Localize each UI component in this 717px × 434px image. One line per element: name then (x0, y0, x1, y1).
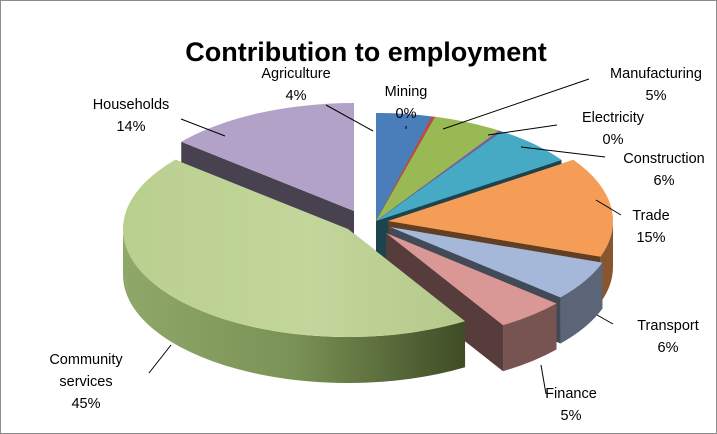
category-label: Electricity (582, 110, 645, 126)
slice-agriculture (376, 113, 432, 221)
leader-line-finance (540, 364, 547, 395)
category-label: Manufacturing (610, 66, 702, 82)
leader-line-households (180, 118, 226, 137)
percent-label: 0% (603, 132, 624, 148)
leader-line-trade (595, 199, 622, 216)
data-label-finance: Finance 5% (545, 386, 597, 424)
slice-mining (376, 116, 436, 221)
data-label-trade: Trade 15% (632, 208, 669, 246)
category-label: Trade (632, 208, 669, 224)
leader-line-construction (520, 146, 606, 158)
data-label-households: Households 14% (93, 97, 170, 135)
slice-outer-side (560, 262, 603, 344)
category-label: Mining (385, 84, 428, 100)
slice-tops (123, 103, 614, 338)
percent-label: 45% (71, 396, 100, 412)
data-label-mining: Mining 0% (385, 84, 428, 122)
category-label: Construction (623, 151, 704, 167)
slice-households (181, 103, 354, 211)
data-label-community-services: Community services 45% (49, 352, 123, 412)
percent-label: 0% (396, 106, 417, 122)
slice-transport (390, 227, 603, 298)
data-label-agriculture: Agriculture 4% (261, 66, 330, 104)
slice-outer-side (123, 229, 466, 383)
category-label: Households (93, 97, 170, 113)
slice-outer-side (600, 221, 613, 303)
slice-community-services (123, 159, 466, 338)
category-label: services (59, 374, 112, 390)
leader-line-agriculture (325, 104, 374, 132)
slice-finance (386, 233, 557, 326)
percent-label: 6% (658, 340, 679, 356)
data-label-electricity: Electricity 0% (582, 110, 645, 148)
slice-wall (386, 233, 504, 372)
slice-trade (388, 159, 614, 257)
data-label-construction: Construction 6% (623, 151, 704, 189)
category-label: Transport (637, 318, 699, 334)
slice-electricity (376, 130, 502, 221)
leader-line-community-services (148, 344, 172, 374)
data-label-manufacturing: Manufacturing 5% (610, 66, 702, 104)
slice-manufacturing (376, 116, 499, 221)
slice-construction (376, 131, 562, 221)
category-label: Finance (545, 386, 597, 402)
percent-label: 5% (646, 88, 667, 104)
leader-line-electricity (487, 124, 558, 136)
category-label: Community (49, 352, 123, 368)
leader-line-transport (596, 314, 614, 325)
leader-line-manufacturing (442, 78, 590, 130)
category-label: Agriculture (261, 66, 330, 82)
data-label-transport: Transport 6% (637, 318, 699, 356)
slice-outer-side (503, 303, 557, 372)
percent-label: 14% (116, 119, 145, 135)
percent-label: 4% (286, 88, 307, 104)
percent-label: 6% (654, 173, 675, 189)
chart-title: Contribution to employment (185, 37, 546, 67)
percent-label: 15% (636, 230, 665, 246)
percent-label: 5% (561, 408, 582, 424)
leader-lines (148, 78, 622, 395)
